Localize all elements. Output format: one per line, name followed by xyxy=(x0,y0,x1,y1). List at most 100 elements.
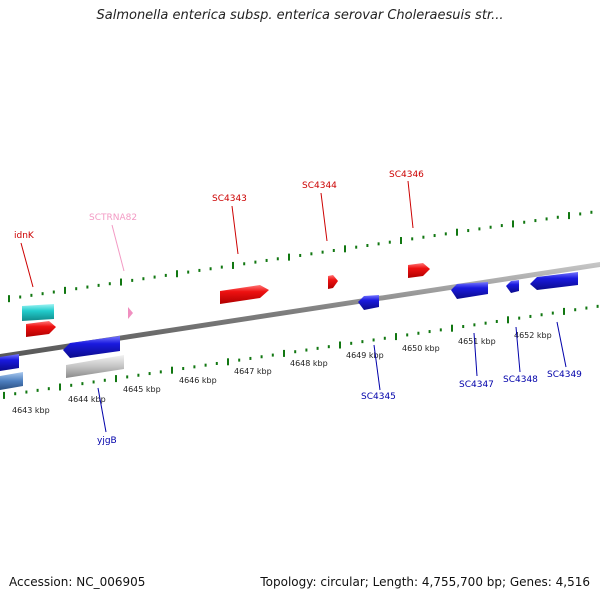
gene-SC4344[interactable] xyxy=(328,275,338,289)
minor-tick xyxy=(305,348,308,352)
gene-SC4345[interactable] xyxy=(358,295,379,310)
gene-label-SC4345[interactable]: SC4345 xyxy=(361,392,396,402)
kbp-label: 4650 kbp xyxy=(402,344,440,353)
minor-tick xyxy=(41,292,44,296)
minor-tick xyxy=(30,293,33,297)
gene-label-yjgB[interactable]: yjgB xyxy=(97,436,117,446)
minor-tick xyxy=(585,306,588,310)
kbp-label: 4644 kbp xyxy=(68,395,106,404)
major-tick xyxy=(568,212,570,220)
forward-genes[interactable] xyxy=(26,263,430,337)
gene-SC4346[interactable] xyxy=(408,263,430,278)
minor-tick xyxy=(209,267,212,271)
minor-tick xyxy=(19,295,22,299)
gene-label-SC4349[interactable]: SC4349 xyxy=(547,370,582,380)
position-labels: 4643 kbp 4644 kbp 4645 kbp 4646 kbp 4647… xyxy=(12,331,552,415)
minor-tick xyxy=(321,250,324,254)
minor-tick xyxy=(142,277,145,281)
minor-tick xyxy=(153,275,156,279)
minor-tick xyxy=(467,229,470,233)
minor-tick xyxy=(428,330,431,334)
minor-tick xyxy=(299,253,302,257)
minor-tick xyxy=(52,290,55,294)
grey-feature[interactable] xyxy=(66,355,124,378)
cyan-feature[interactable] xyxy=(22,304,54,321)
minor-tick xyxy=(126,375,129,379)
minor-tick xyxy=(372,338,375,342)
minor-tick xyxy=(243,262,246,266)
minor-tick xyxy=(103,378,106,382)
minor-tick xyxy=(366,244,369,248)
gene-yjgB[interactable] xyxy=(63,336,120,358)
major-tick xyxy=(232,261,234,269)
minor-tick xyxy=(383,336,386,340)
gene-labels: idnK SCTRNA82 SC4343 SC4344 SC4346 yjgB … xyxy=(14,170,582,446)
minor-tick xyxy=(220,265,223,269)
minor-tick xyxy=(489,225,492,229)
minor-tick xyxy=(238,358,241,362)
gene-SC4343[interactable] xyxy=(220,285,269,304)
map-title: Salmonella enterica subsp. enterica sero… xyxy=(96,8,504,23)
minor-tick xyxy=(137,373,140,377)
gene-idnK[interactable] xyxy=(26,321,56,337)
lower-tick-track xyxy=(3,304,599,399)
major-tick xyxy=(344,245,346,253)
gene-SC4348[interactable] xyxy=(506,280,519,293)
minor-tick xyxy=(159,370,162,374)
minor-tick xyxy=(596,304,599,308)
minor-tick xyxy=(495,319,498,323)
minor-tick xyxy=(276,257,279,261)
minor-tick xyxy=(518,316,521,320)
gene-label-idnK[interactable]: idnK xyxy=(14,231,35,241)
major-tick xyxy=(395,333,397,341)
gene-label-SC4344[interactable]: SC4344 xyxy=(302,181,337,191)
minor-tick xyxy=(204,363,207,367)
kbp-label: 4647 kbp xyxy=(234,367,272,376)
minor-tick xyxy=(260,355,263,359)
major-tick xyxy=(3,391,5,399)
minor-tick xyxy=(75,287,78,291)
minor-tick xyxy=(551,311,554,315)
minor-tick xyxy=(294,350,297,354)
minor-tick xyxy=(182,367,185,371)
minor-tick xyxy=(411,237,414,241)
major-tick xyxy=(451,324,453,332)
minor-tick xyxy=(545,217,548,221)
minor-tick xyxy=(361,340,364,344)
gene-SC4347[interactable] xyxy=(451,282,488,299)
major-tick xyxy=(115,375,117,383)
gene-label-SC4348[interactable]: SC4348 xyxy=(503,375,538,385)
gene-label-SC4343[interactable]: SC4343 xyxy=(212,194,247,204)
minor-tick xyxy=(574,308,577,312)
gene-SC4349[interactable] xyxy=(530,272,578,290)
minor-tick xyxy=(388,240,391,244)
minor-tick xyxy=(254,260,257,264)
minor-tick xyxy=(92,380,95,384)
minor-tick xyxy=(36,388,39,392)
gene-left-edge[interactable] xyxy=(0,354,19,371)
minor-tick xyxy=(444,232,447,236)
steel-feature[interactable] xyxy=(0,372,23,390)
minor-tick xyxy=(70,383,73,387)
minor-tick xyxy=(164,273,167,277)
minor-tick xyxy=(529,314,532,318)
minor-tick xyxy=(579,212,582,216)
kbp-label: 4643 kbp xyxy=(12,406,50,415)
gene-SCTRNA82[interactable] xyxy=(128,307,133,319)
reverse-genes[interactable] xyxy=(0,272,578,371)
gene-label-SC4347[interactable]: SC4347 xyxy=(459,380,494,390)
feature-blocks[interactable] xyxy=(0,304,124,390)
minor-tick xyxy=(198,268,201,272)
minor-tick xyxy=(108,282,111,286)
minor-tick xyxy=(131,278,134,282)
gene-label-SC4346[interactable]: SC4346 xyxy=(389,170,424,180)
minor-tick xyxy=(462,325,465,329)
kbp-label: 4649 kbp xyxy=(346,351,384,360)
gene-label-SCTRNA82[interactable]: SCTRNA82 xyxy=(89,213,137,223)
minor-tick xyxy=(478,227,481,231)
minor-tick xyxy=(590,210,593,214)
major-tick xyxy=(64,286,66,294)
minor-tick xyxy=(377,242,380,246)
major-tick xyxy=(8,295,10,303)
